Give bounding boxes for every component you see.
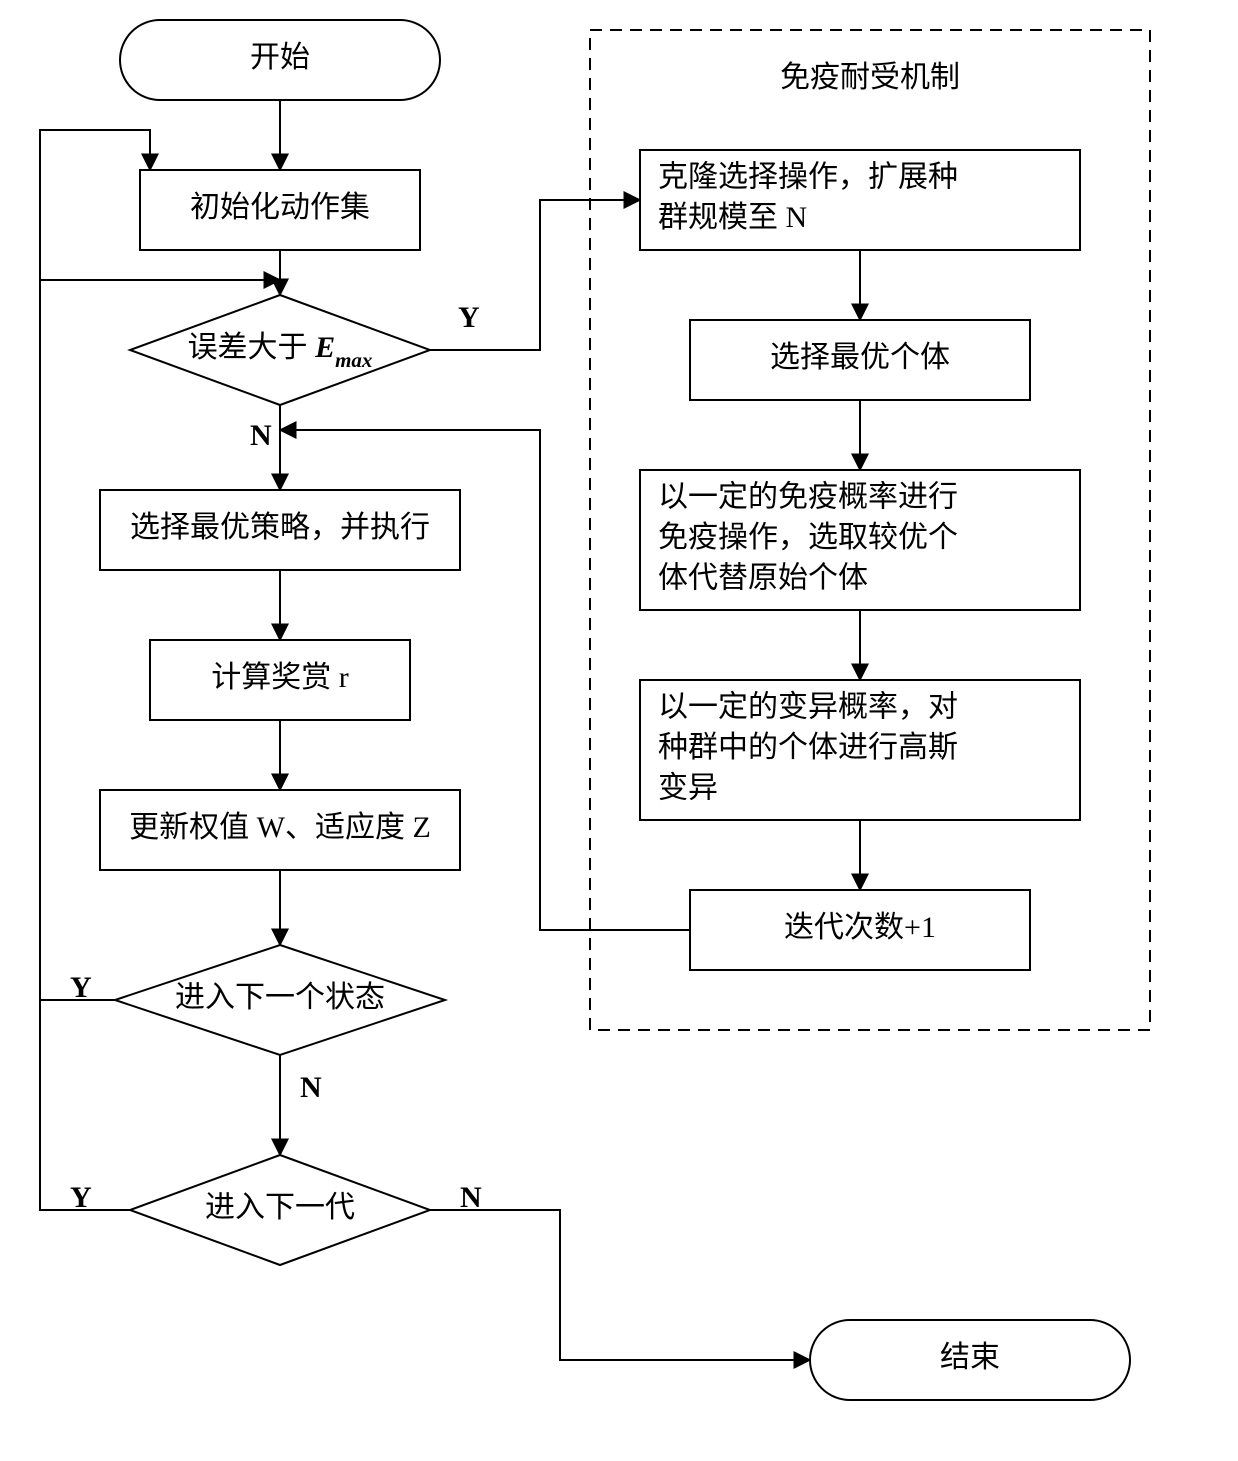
process-init-label: 初始化动作集 [190,191,370,224]
terminator-start-label: 开始 [250,41,310,74]
branch-label-Y_state: Y [70,971,92,1004]
process-mutate-line-1: 种群中的个体进行高斯 [658,731,958,764]
process-clone-line-0: 克隆选择操作，扩展种 [658,161,958,194]
process-reward-label: 计算奖赏 r [211,661,349,694]
process-immune-line-0: 以一定的免疫概率进行 [658,480,958,513]
process-update-label: 更新权值 W、适应度 Z [129,811,431,844]
process-mutate-line-0: 以一定的变异概率，对 [658,690,958,723]
terminator-end-label: 结束 [940,1341,1000,1374]
decision-next-state-label: 进入下一个状态 [175,981,385,1014]
process-clone-line-1: 群规模至 N [658,201,807,234]
branch-label-Y_gen: Y [70,1181,92,1214]
immune-group-title: 免疫耐受机制 [780,61,960,94]
branch-label-N_err: N [250,419,272,452]
decision-next-gen-label: 进入下一代 [205,1191,355,1224]
process-mutate-line-2: 变异 [658,771,718,804]
branch-label-Y_err: Y [458,301,480,334]
edge-14 [40,130,150,1210]
process-iterinc-label: 迭代次数+1 [784,911,936,944]
process-immune-line-2: 体代替原始个体 [658,561,868,594]
process-select-label: 选择最优策略，并执行 [130,511,430,544]
process-immune-line-1: 免疫操作，选取较优个 [658,521,958,554]
edge-15 [430,1210,810,1360]
branch-label-N_state: N [300,1071,322,1104]
branch-label-N_gen: N [460,1181,482,1214]
process-pickbest-label: 选择最优个体 [770,341,950,374]
